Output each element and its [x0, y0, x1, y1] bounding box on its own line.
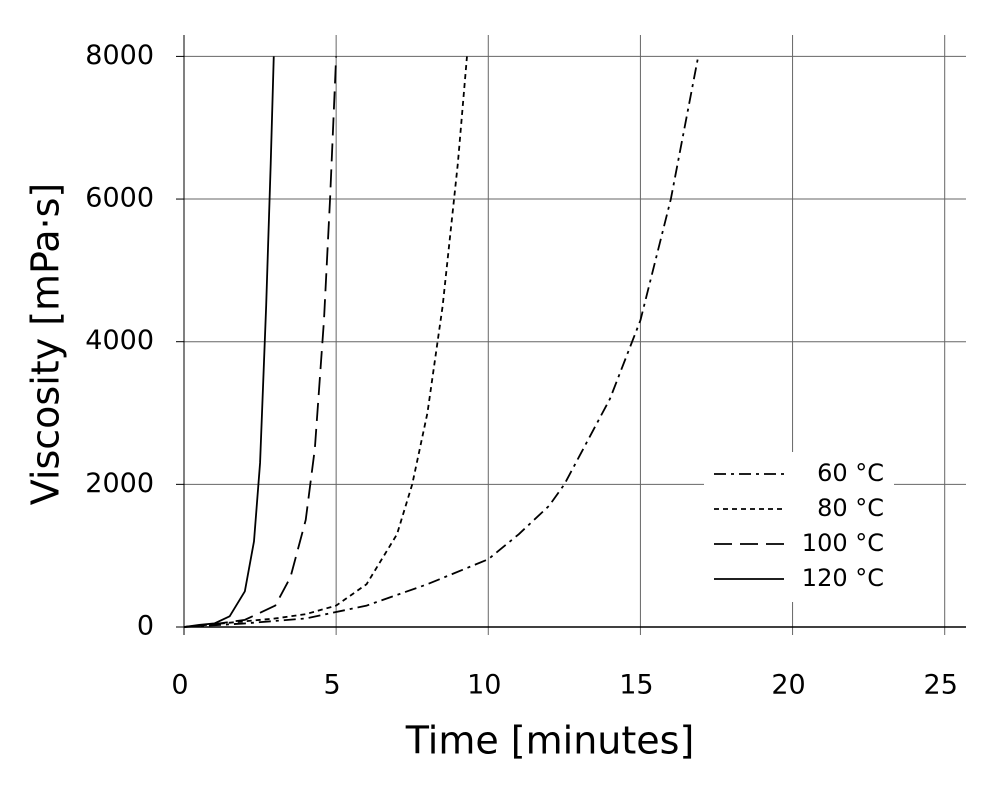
legend-label: 60 °C [817, 459, 884, 487]
series-line [183, 56, 700, 628]
legend-label: 120 °C [802, 564, 884, 592]
y-tick-label: 2000 [85, 468, 154, 499]
x-tick-label: 25 [924, 670, 958, 701]
x-tick-label: 0 [171, 670, 188, 701]
y-tick-label: 4000 [85, 325, 154, 356]
x-axis-label: Time [minutes] [405, 719, 695, 763]
x-tick-label: 20 [771, 670, 805, 701]
y-tick-label: 6000 [85, 183, 154, 214]
series-line [183, 56, 338, 628]
x-tick-label: 15 [619, 670, 653, 701]
legend-label: 80 °C [817, 494, 884, 522]
y-tick-label: 0 [137, 611, 154, 642]
x-tick-label: 5 [324, 670, 341, 701]
x-tick-label: 10 [467, 670, 501, 701]
y-tick-label: 8000 [85, 40, 154, 71]
series-line [183, 56, 275, 628]
legend-label: 100 °C [802, 529, 884, 557]
series-line [183, 56, 468, 628]
legend-box [704, 452, 894, 602]
legend: 60 °C 80 °C 100 °C 120 °C [704, 452, 894, 602]
y-axis-label: Viscosity [mPa·s] [24, 183, 68, 506]
